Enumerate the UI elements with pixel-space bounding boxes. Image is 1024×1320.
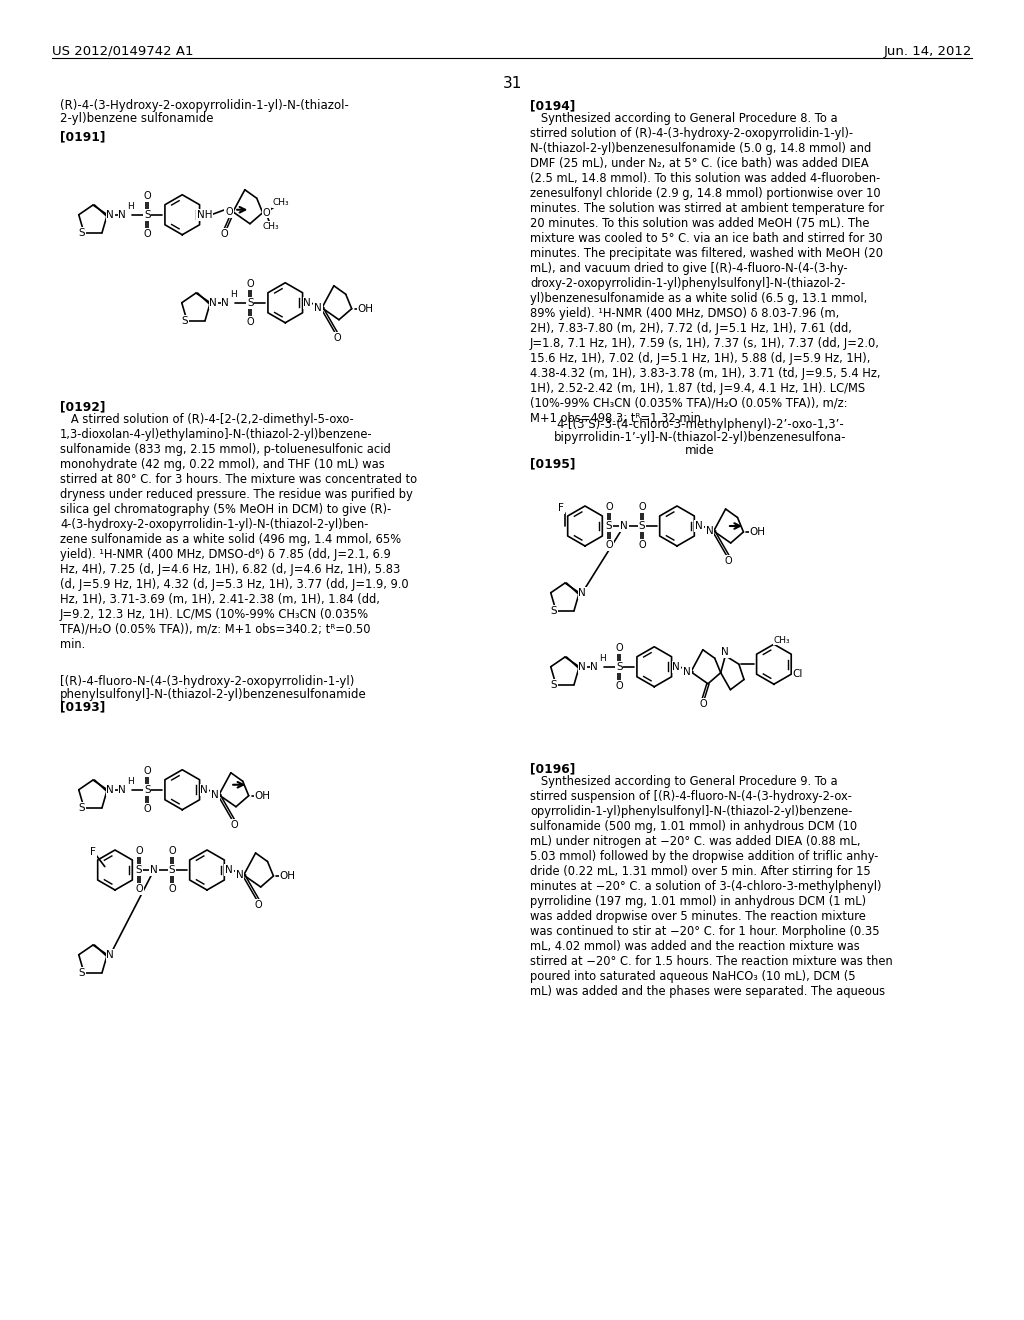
Text: O: O: [247, 317, 254, 327]
Text: 2-yl)benzene sulfonamide: 2-yl)benzene sulfonamide: [60, 112, 213, 125]
Text: O: O: [143, 191, 152, 201]
Text: O: O: [135, 884, 142, 894]
Text: N: N: [106, 950, 114, 960]
Text: S: S: [616, 661, 623, 672]
Text: N: N: [106, 210, 114, 219]
Text: N: N: [209, 298, 217, 308]
Text: O: O: [615, 643, 623, 653]
Text: S: S: [136, 865, 142, 875]
Text: S: S: [551, 606, 557, 615]
Text: O: O: [605, 540, 612, 550]
Text: OH: OH: [255, 791, 270, 801]
Text: OH: OH: [750, 527, 766, 537]
Text: [(R)-4-fluoro-N-(4-(3-hydroxy-2-oxopyrrolidin-1-yl): [(R)-4-fluoro-N-(4-(3-hydroxy-2-oxopyrro…: [60, 675, 354, 688]
Text: 31: 31: [503, 77, 521, 91]
Text: O: O: [699, 698, 707, 709]
Text: US 2012/0149742 A1: US 2012/0149742 A1: [52, 45, 194, 58]
Text: S: S: [639, 521, 645, 531]
Text: [0191]: [0191]: [60, 129, 105, 143]
Text: Synthesized according to General Procedure 9. To a
stirred suspension of [(R)-4-: Synthesized according to General Procedu…: [530, 775, 893, 998]
Text: H: H: [229, 290, 237, 300]
Text: N: N: [579, 661, 586, 672]
Text: [0192]: [0192]: [60, 400, 105, 413]
Text: N: N: [314, 302, 322, 313]
Text: O: O: [143, 228, 152, 239]
Text: O: O: [143, 804, 152, 813]
Text: O: O: [225, 207, 232, 216]
Text: Synthesized according to General Procedure 8. To a
stirred solution of (R)-4-(3-: Synthesized according to General Procedu…: [530, 112, 884, 425]
Text: N: N: [722, 647, 729, 657]
Text: S: S: [247, 298, 254, 308]
Text: N: N: [225, 865, 232, 875]
Text: N: N: [683, 667, 691, 677]
Text: 4-[(3’S)-3-(4-chloro-3-methylphenyl)-2’-oxo-1,3’-: 4-[(3’S)-3-(4-chloro-3-methylphenyl)-2’-…: [556, 418, 844, 432]
Text: S: S: [551, 680, 557, 690]
Text: N: N: [211, 789, 219, 800]
Text: S: S: [79, 968, 85, 978]
Text: O: O: [220, 228, 227, 239]
Text: H: H: [127, 202, 133, 211]
Text: (R)-4-(3-Hydroxy-2-oxopyrrolidin-1-yl)-N-(thiazol-: (R)-4-(3-Hydroxy-2-oxopyrrolidin-1-yl)-N…: [60, 99, 349, 112]
Text: N: N: [591, 661, 598, 672]
Text: O: O: [333, 333, 341, 343]
Text: O: O: [135, 846, 142, 855]
Text: O: O: [615, 681, 623, 690]
Text: [0194]: [0194]: [530, 99, 575, 112]
Text: N: N: [695, 521, 702, 531]
Text: mide: mide: [685, 444, 715, 457]
Text: N: N: [579, 587, 586, 598]
Text: CH₃: CH₃: [773, 636, 791, 644]
Text: N: N: [673, 661, 680, 672]
Text: H: H: [127, 777, 133, 787]
Text: H: H: [599, 655, 605, 663]
Text: S: S: [181, 315, 188, 326]
Text: F: F: [90, 847, 96, 857]
Text: O: O: [168, 846, 176, 855]
Text: N: N: [621, 521, 628, 531]
Text: [0196]: [0196]: [530, 762, 575, 775]
Text: O: O: [143, 766, 152, 776]
Text: bipyrrolidin-1’-yl]-N-(thiazol-2-yl)benzenesulfona-: bipyrrolidin-1’-yl]-N-(thiazol-2-yl)benz…: [554, 432, 846, 444]
Text: N: N: [236, 870, 244, 880]
Text: S: S: [79, 803, 85, 813]
Text: NH: NH: [197, 210, 212, 219]
Text: N: N: [119, 210, 126, 219]
Text: O: O: [168, 884, 176, 894]
Text: Cl: Cl: [793, 669, 803, 680]
Text: CH₃: CH₃: [262, 222, 279, 231]
Text: O: O: [638, 540, 646, 550]
Text: S: S: [169, 865, 175, 875]
Text: A stirred solution of (R)-4-[2-(2,2-dimethyl-5-oxo-
1,3-dioxolan-4-yl)ethylamino: A stirred solution of (R)-4-[2-(2,2-dime…: [60, 413, 417, 651]
Text: O: O: [638, 502, 646, 512]
Text: S: S: [605, 521, 612, 531]
Text: N: N: [201, 785, 208, 795]
Text: N: N: [106, 785, 114, 795]
Text: O: O: [725, 556, 732, 566]
Text: Jun. 14, 2012: Jun. 14, 2012: [884, 45, 972, 58]
Text: OH: OH: [280, 871, 296, 880]
Text: phenylsulfonyl]-N-(thiazol-2-yl)benzenesulfonamide: phenylsulfonyl]-N-(thiazol-2-yl)benzenes…: [60, 688, 367, 701]
Text: F: F: [558, 503, 564, 513]
Text: O: O: [247, 279, 254, 289]
Text: [0195]: [0195]: [530, 457, 575, 470]
Text: N: N: [706, 527, 714, 536]
Text: O: O: [605, 502, 612, 512]
Text: N: N: [151, 865, 158, 875]
Text: N: N: [221, 298, 229, 308]
Text: O: O: [263, 207, 270, 218]
Text: O: O: [230, 820, 238, 830]
Text: N: N: [119, 785, 126, 795]
Text: S: S: [144, 785, 151, 795]
Text: CH₃: CH₃: [272, 198, 289, 207]
Text: [0193]: [0193]: [60, 700, 105, 713]
Text: O: O: [255, 900, 262, 909]
Text: OH: OH: [357, 304, 374, 314]
Text: S: S: [79, 228, 85, 238]
Text: N: N: [303, 298, 311, 308]
Text: S: S: [144, 210, 151, 219]
